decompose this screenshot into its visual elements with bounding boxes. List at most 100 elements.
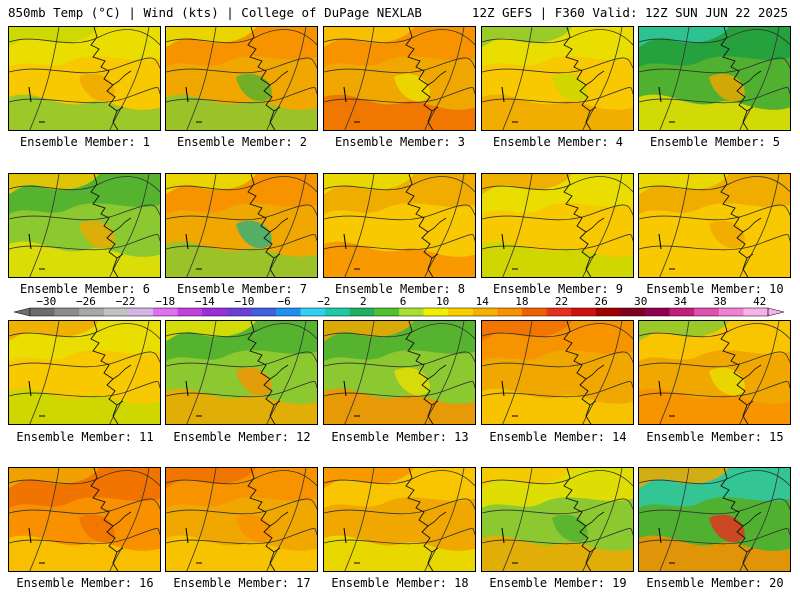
colorbar-tick-label: −22 — [116, 296, 136, 308]
colorbar-tick-label: −26 — [76, 296, 96, 308]
colorbar-tick-label: 2 — [360, 296, 367, 308]
colorbar-swatch — [128, 308, 154, 316]
temperature-map — [9, 27, 160, 130]
ensemble-member-caption: Ensemble Member: 16 — [16, 576, 154, 590]
colorbar-swatch — [522, 308, 547, 316]
colorbar-swatch — [497, 308, 523, 316]
colorbar-swatch — [30, 308, 55, 316]
colorbar-tick-label: −10 — [235, 296, 255, 308]
ensemble-member-caption: Ensemble Member: 14 — [489, 430, 627, 444]
temperature-map — [482, 468, 633, 571]
ensemble-map-panel — [638, 320, 791, 425]
ensemble-member-caption: Ensemble Member: 10 — [646, 282, 784, 296]
temperature-map — [324, 321, 475, 424]
temperature-map — [639, 321, 790, 424]
colorbar-swatch — [423, 308, 449, 316]
colorbar-swatch — [251, 308, 277, 316]
temperature-map — [324, 27, 475, 130]
temperature-map — [166, 174, 317, 277]
colorbar-swatch — [325, 308, 351, 316]
ensemble-map-panel — [638, 173, 791, 278]
ensemble-member-caption: Ensemble Member: 17 — [173, 576, 311, 590]
ensemble-member-caption: Ensemble Member: 15 — [646, 430, 784, 444]
colorbar-swatch — [571, 308, 597, 316]
colorbar-tick-label: 22 — [555, 296, 568, 308]
temperature-map — [639, 27, 790, 130]
colorbar-swatch — [743, 308, 769, 316]
temperature-map — [482, 174, 633, 277]
temperature-map — [166, 321, 317, 424]
ensemble-map-panel — [323, 26, 476, 131]
header-title-left: 850mb Temp (°C) | Wind (kts) | College o… — [8, 5, 422, 20]
ensemble-map-panel — [8, 173, 161, 278]
temperature-map — [9, 321, 160, 424]
ensemble-map-panel — [481, 173, 634, 278]
colorbar-swatch — [177, 308, 203, 316]
temperature-map — [324, 468, 475, 571]
colorbar-swatch — [595, 308, 621, 316]
colorbar-tick-label: 42 — [753, 296, 766, 308]
colorbar-swatch — [226, 308, 252, 316]
ensemble-map-panel — [165, 467, 318, 572]
colorbar-swatch — [153, 308, 178, 316]
colorbar-tick-label: 34 — [674, 296, 688, 308]
colorbar-swatch — [374, 308, 400, 316]
ensemble-member-caption: Ensemble Member: 4 — [492, 135, 624, 149]
colorbar-tick-label: −30 — [36, 296, 56, 308]
ensemble-member-caption: Ensemble Member: 1 — [19, 135, 151, 149]
ensemble-member-caption: Ensemble Member: 20 — [646, 576, 784, 590]
temperature-map — [324, 174, 475, 277]
colorbar-swatch — [448, 308, 474, 316]
colorbar-swatch — [349, 308, 375, 316]
ensemble-map-panel — [481, 320, 634, 425]
colorbar-right-arrow — [767, 307, 785, 317]
ensemble-map-panel — [323, 173, 476, 278]
colorbar-swatch — [202, 308, 228, 316]
colorbar-left-arrow — [13, 307, 31, 317]
temperature-map — [166, 27, 317, 130]
colorbar-swatch — [669, 308, 695, 316]
colorbar-swatch — [276, 308, 301, 316]
ensemble-map-panel — [165, 320, 318, 425]
ensemble-member-caption: Ensemble Member: 18 — [331, 576, 469, 590]
colorbar-tick-label: 14 — [476, 296, 490, 308]
colorbar-swatch — [718, 308, 744, 316]
colorbar-tick-label: −14 — [195, 296, 215, 308]
ensemble-member-caption: Ensemble Member: 19 — [489, 576, 627, 590]
ensemble-member-caption: Ensemble Member: 9 — [492, 282, 624, 296]
temperature-colorbar: −30 −26 −22 −18 −14 −10 −6 −2 2 6 10 14 18 22 26 30 34 38… — [13, 296, 785, 317]
colorbar-swatch — [546, 308, 572, 316]
colorbar-tick-label: 6 — [400, 296, 407, 308]
temperature-map — [9, 468, 160, 571]
ensemble-member-caption: Ensemble Member: 12 — [173, 430, 311, 444]
colorbar-tick-label: −6 — [277, 296, 290, 308]
ensemble-member-caption: Ensemble Member: 11 — [16, 430, 154, 444]
ensemble-member-caption: Ensemble Member: 2 — [176, 135, 308, 149]
ensemble-map-panel — [165, 173, 318, 278]
ensemble-member-caption: Ensemble Member: 3 — [334, 135, 466, 149]
colorbar-tick-label: −2 — [317, 296, 330, 308]
colorbar-swatch — [694, 308, 720, 316]
colorbar-swatch — [79, 308, 105, 316]
colorbar-tick-label: −18 — [155, 296, 175, 308]
ensemble-map-panel — [481, 26, 634, 131]
temperature-map — [9, 174, 160, 277]
ensemble-map-panel — [8, 320, 161, 425]
colorbar-swatch — [300, 308, 326, 316]
ensemble-map-panel — [638, 26, 791, 131]
temperature-map — [639, 468, 790, 571]
colorbar-swatch — [54, 308, 80, 316]
colorbar-tick-label: 38 — [713, 296, 726, 308]
temperature-map — [639, 174, 790, 277]
header-title-right: 12Z GEFS | F360 Valid: 12Z SUN JUN 22 20… — [471, 5, 788, 20]
ensemble-member-caption: Ensemble Member: 5 — [649, 135, 781, 149]
colorbar-tick-label: 10 — [436, 296, 449, 308]
colorbar-tick-label: 18 — [515, 296, 528, 308]
ensemble-member-caption: Ensemble Member: 6 — [19, 282, 151, 296]
ensemble-member-caption: Ensemble Member: 7 — [176, 282, 308, 296]
ensemble-map-panel — [8, 467, 161, 572]
temperature-map — [482, 321, 633, 424]
ensemble-map-panel — [481, 467, 634, 572]
colorbar-swatch — [472, 308, 498, 316]
temperature-map — [482, 27, 633, 130]
